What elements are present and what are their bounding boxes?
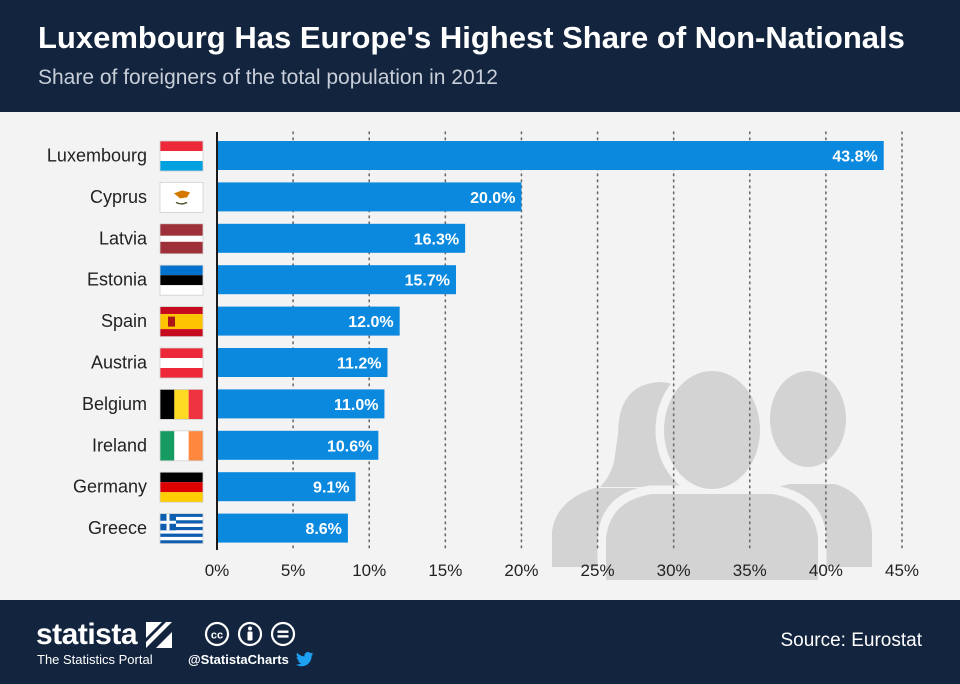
category-labels: Luxembourg Cyprus Latvia Estonia Spain Austri…: [47, 146, 148, 539]
x-tick-label: 10%: [352, 561, 386, 580]
nd-icon[interactable]: [270, 621, 296, 647]
austria-flag-icon: [159, 347, 204, 379]
twitter-icon[interactable]: [296, 652, 314, 667]
greece-flag-icon: [159, 513, 204, 545]
x-tick-label: 45%: [885, 561, 919, 580]
chart-area: 43.8% 20.0% 16.3% 15.7% 12.0% 11.2% 11.0% 10.6%…: [0, 112, 960, 600]
cc-icon[interactable]: cc: [204, 621, 230, 647]
value-label: 43.8%: [832, 149, 877, 166]
footer: statista The Statistics Portal cc @Stati…: [0, 600, 960, 684]
value-label: 12.0%: [348, 314, 393, 331]
category-label: Estonia: [87, 270, 148, 290]
luxembourg-flag-icon: [159, 140, 204, 172]
bar: [218, 430, 379, 460]
bar: [218, 472, 356, 502]
category-label: Greece: [88, 518, 147, 538]
category-label: Austria: [91, 353, 148, 373]
belgium-flag-icon: [159, 388, 204, 420]
category-label: Latvia: [99, 228, 148, 248]
x-tick-label: 25%: [581, 561, 615, 580]
x-tick-labels: 0% 5% 10% 15% 20% 25% 30% 35% 40% 45%: [205, 561, 919, 580]
bar: [218, 265, 456, 295]
x-tick-label: 40%: [809, 561, 843, 580]
brand-name[interactable]: statista: [36, 618, 138, 651]
value-label: 8.6%: [305, 521, 341, 538]
header: Luxembourg Has Europe's Highest Share of…: [0, 0, 960, 112]
category-label: Spain: [101, 311, 147, 331]
bar: [218, 182, 522, 212]
spain-flag-icon: [159, 306, 204, 338]
brand-tagline: The Statistics Portal: [37, 652, 153, 667]
x-tick-label: 35%: [733, 561, 767, 580]
latvia-flag-icon: [159, 223, 204, 255]
value-label: 9.1%: [313, 480, 349, 497]
twitter-handle[interactable]: @StatistaCharts: [188, 652, 289, 667]
x-tick-label: 20%: [504, 561, 538, 580]
bar: [218, 141, 884, 170]
bar: [218, 306, 400, 336]
category-label: Germany: [73, 477, 147, 497]
by-icon[interactable]: [237, 621, 263, 647]
value-label: 16.3%: [414, 231, 459, 248]
source-text: Source: Eurostat: [780, 630, 922, 651]
value-label: 15.7%: [405, 273, 450, 290]
svg-text:cc: cc: [211, 630, 223, 642]
people-silhouette-icon: [552, 362, 872, 585]
x-tick-label: 5%: [281, 561, 306, 580]
chart-subtitle: Share of foreigners of the total populat…: [38, 66, 498, 89]
value-label: 11.2%: [337, 356, 381, 373]
value-label: 11.0%: [334, 397, 378, 414]
bar: [218, 389, 385, 419]
statista-logo-icon: [146, 622, 172, 648]
flags: [159, 140, 204, 545]
cyprus-flag-icon: [159, 182, 204, 213]
bar: [218, 223, 466, 253]
category-label: Luxembourg: [47, 146, 147, 166]
x-tick-label: 0%: [205, 561, 230, 580]
x-tick-label: 15%: [428, 561, 462, 580]
category-label: Belgium: [82, 394, 147, 414]
bar-chart: 43.8% 20.0% 16.3% 15.7% 12.0% 11.2% 11.0% 10.6%…: [47, 131, 919, 585]
bars: 43.8% 20.0% 16.3% 15.7% 12.0% 11.2% 11.0% 10.6%…: [218, 141, 884, 543]
chart-title: Luxembourg Has Europe's Highest Share of…: [38, 20, 905, 55]
bar: [218, 348, 388, 377]
bar: [218, 513, 348, 543]
x-tick-label: 30%: [657, 561, 691, 580]
estonia-flag-icon: [159, 264, 204, 296]
value-label: 20.0%: [470, 190, 515, 207]
category-label: Cyprus: [90, 187, 147, 207]
ireland-flag-icon: [159, 430, 204, 462]
license-icons[interactable]: cc: [204, 621, 296, 647]
category-label: Ireland: [92, 435, 147, 455]
germany-flag-icon: [159, 471, 204, 503]
value-label: 10.6%: [327, 438, 372, 455]
